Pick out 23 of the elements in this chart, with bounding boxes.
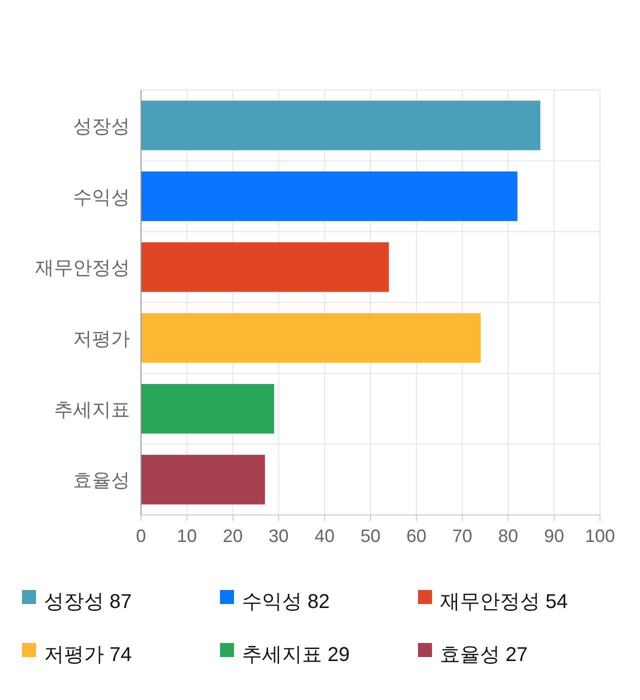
x-tick-label: 50 <box>360 526 381 546</box>
y-tick-label: 효율성 <box>73 470 130 492</box>
x-tick-label: 80 <box>498 526 518 546</box>
x-tick-label: 30 <box>268 526 289 546</box>
y-tick-label: 추세지표 <box>54 400 130 421</box>
legend-label: 추세지표 29 <box>242 644 350 666</box>
legend-label: 저평가 74 <box>44 644 132 666</box>
x-tick-label: 100 <box>584 526 616 546</box>
x-tick-label: 20 <box>222 526 243 546</box>
x-tick-label: 70 <box>452 526 472 546</box>
x-tick-label: 40 <box>314 526 335 546</box>
legend-label: 성장성 87 <box>44 591 132 613</box>
legend-label: 효율성 27 <box>440 644 528 666</box>
y-tick-label: 성장성 <box>73 116 130 138</box>
x-tick-label: 10 <box>176 526 197 546</box>
legend-label: 재무안정성 54 <box>440 591 568 613</box>
x-tick-label: 0 <box>136 526 146 546</box>
legend-label: 수익성 82 <box>242 591 330 613</box>
y-tick-label: 재무안정성 <box>35 258 130 280</box>
y-tick-label: 저평가 <box>73 328 130 350</box>
x-tick-label: 90 <box>544 526 564 546</box>
y-tick-label: 수익성 <box>73 187 130 208</box>
x-tick-label: 60 <box>406 526 426 546</box>
